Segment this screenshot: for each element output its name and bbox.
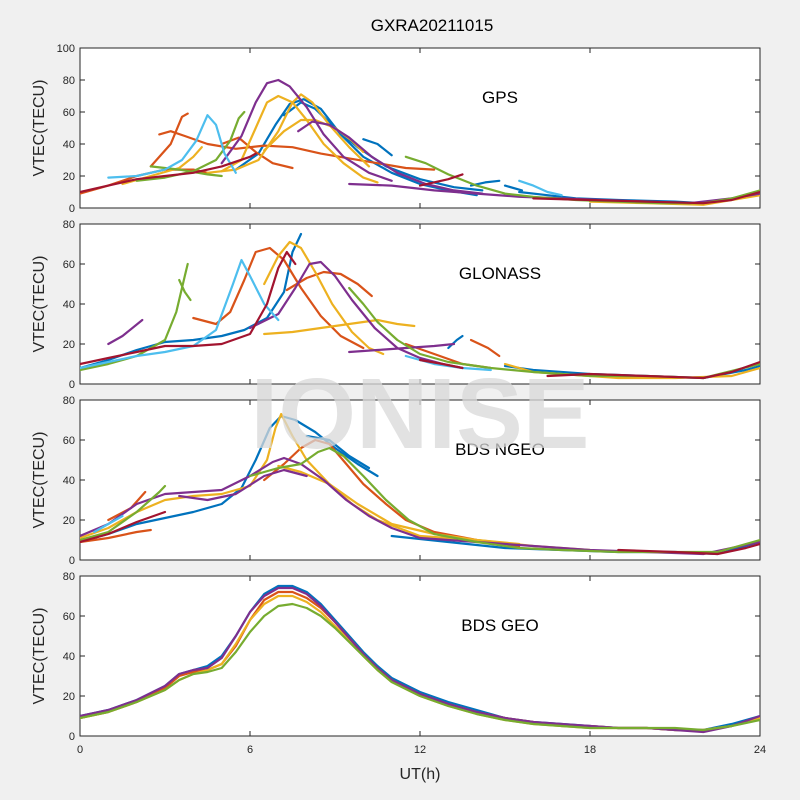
series-line-22 (518, 179, 563, 197)
series-line-14 (617, 542, 760, 556)
series-line-10 (248, 260, 464, 370)
y-axis-label: VTEC(TECU) (31, 80, 48, 177)
y-tick-label: 80 (63, 219, 75, 231)
series-line-18 (80, 250, 297, 366)
panel-0: 0 20 40 60 80 100 VTEC(TECU) GPS (31, 43, 761, 215)
y-tick-label: 20 (63, 691, 75, 703)
series-line-9 (178, 468, 308, 502)
series-line-13 (80, 510, 167, 544)
y-tick-label: 40 (63, 139, 75, 151)
series-line-3 (192, 246, 365, 350)
series-line-1 (305, 434, 371, 470)
series-line-24 (418, 173, 464, 187)
series-line-5 (362, 138, 393, 157)
y-tick-label: 40 (63, 299, 75, 311)
series-line-19 (418, 358, 464, 370)
y-tick-label: 0 (69, 731, 75, 743)
series-group (80, 584, 760, 734)
series-line-12 (107, 318, 144, 346)
x-tick-label: 0 (77, 744, 83, 756)
y-tick-label: 20 (63, 339, 75, 351)
panel-label: GPS (482, 88, 518, 107)
panel-2: 0 20 40 60 80 VTEC(TECU) BDS NGEO (31, 395, 761, 567)
series-line-7 (263, 240, 385, 356)
y-tick-label: 60 (63, 259, 75, 271)
panel-3: 0 20 40 60 80 0 6 12 18 24 VTEC(TECU) BDS GEO UT(h) (31, 571, 766, 783)
y-tick-label: 80 (63, 571, 75, 583)
panel-label: BDS NGEO (455, 440, 545, 459)
series-line-16 (297, 120, 484, 195)
series-line-4 (503, 184, 524, 192)
y-tick-label: 60 (63, 435, 75, 447)
x-tick-label: 18 (584, 744, 596, 756)
y-tick-label: 100 (57, 43, 75, 55)
y-tick-label: 60 (63, 107, 75, 119)
y-tick-label: 40 (63, 651, 75, 663)
series-line-23 (80, 152, 257, 194)
watermark-text: IONISE (251, 358, 590, 470)
series-line-3 (80, 528, 152, 544)
series-line-11 (248, 446, 760, 554)
series-line-4 (80, 602, 760, 732)
y-axis-label: VTEC(TECU) (31, 608, 48, 705)
series-line-8 (220, 136, 294, 170)
y-tick-label: 80 (63, 75, 75, 87)
x-tick-label: 24 (754, 744, 766, 756)
y-tick-label: 0 (69, 203, 75, 215)
y-tick-label: 80 (63, 395, 75, 407)
series-line-4 (263, 438, 521, 548)
panel-label: BDS GEO (461, 616, 538, 635)
y-tick-label: 0 (69, 555, 75, 567)
y-tick-label: 40 (63, 475, 75, 487)
series-line-7 (149, 112, 189, 168)
series-line-12 (93, 514, 124, 534)
y-axis-label: VTEC(TECU) (31, 256, 48, 353)
figure-title: GXRA20211015 (371, 16, 494, 35)
panel-1: 0 20 40 60 80 VTEC(TECU) GLONASS (31, 219, 761, 391)
x-axis-label: UT(h) (400, 766, 441, 783)
plot-area (79, 575, 761, 737)
series-line-16 (80, 258, 280, 370)
series-group (80, 232, 760, 380)
series-line-10 (80, 484, 167, 542)
panel-label: GLONASS (459, 264, 541, 283)
series-line-20 (546, 360, 760, 380)
series-line-18 (135, 110, 246, 182)
series-line-7 (277, 464, 521, 546)
y-tick-label: 60 (63, 611, 75, 623)
series-line-15 (220, 78, 393, 182)
series-group (80, 78, 760, 206)
y-tick-label: 20 (63, 171, 75, 183)
series-line-21 (107, 114, 237, 179)
x-tick-label: 12 (414, 744, 426, 756)
series-line-25 (532, 190, 760, 205)
series-line-8 (263, 318, 416, 336)
series-group (80, 412, 760, 556)
series-line-6 (469, 338, 501, 358)
x-tick-label: 6 (247, 744, 253, 756)
series-line-6 (80, 412, 592, 552)
y-axis-label: VTEC(TECU) (31, 432, 48, 529)
y-tick-label: 0 (69, 379, 75, 391)
series-line-11 (348, 342, 456, 354)
series-line-13 (80, 262, 189, 372)
y-tick-label: 20 (63, 515, 75, 527)
series-line-11 (206, 93, 371, 174)
series-line-14 (178, 278, 192, 302)
